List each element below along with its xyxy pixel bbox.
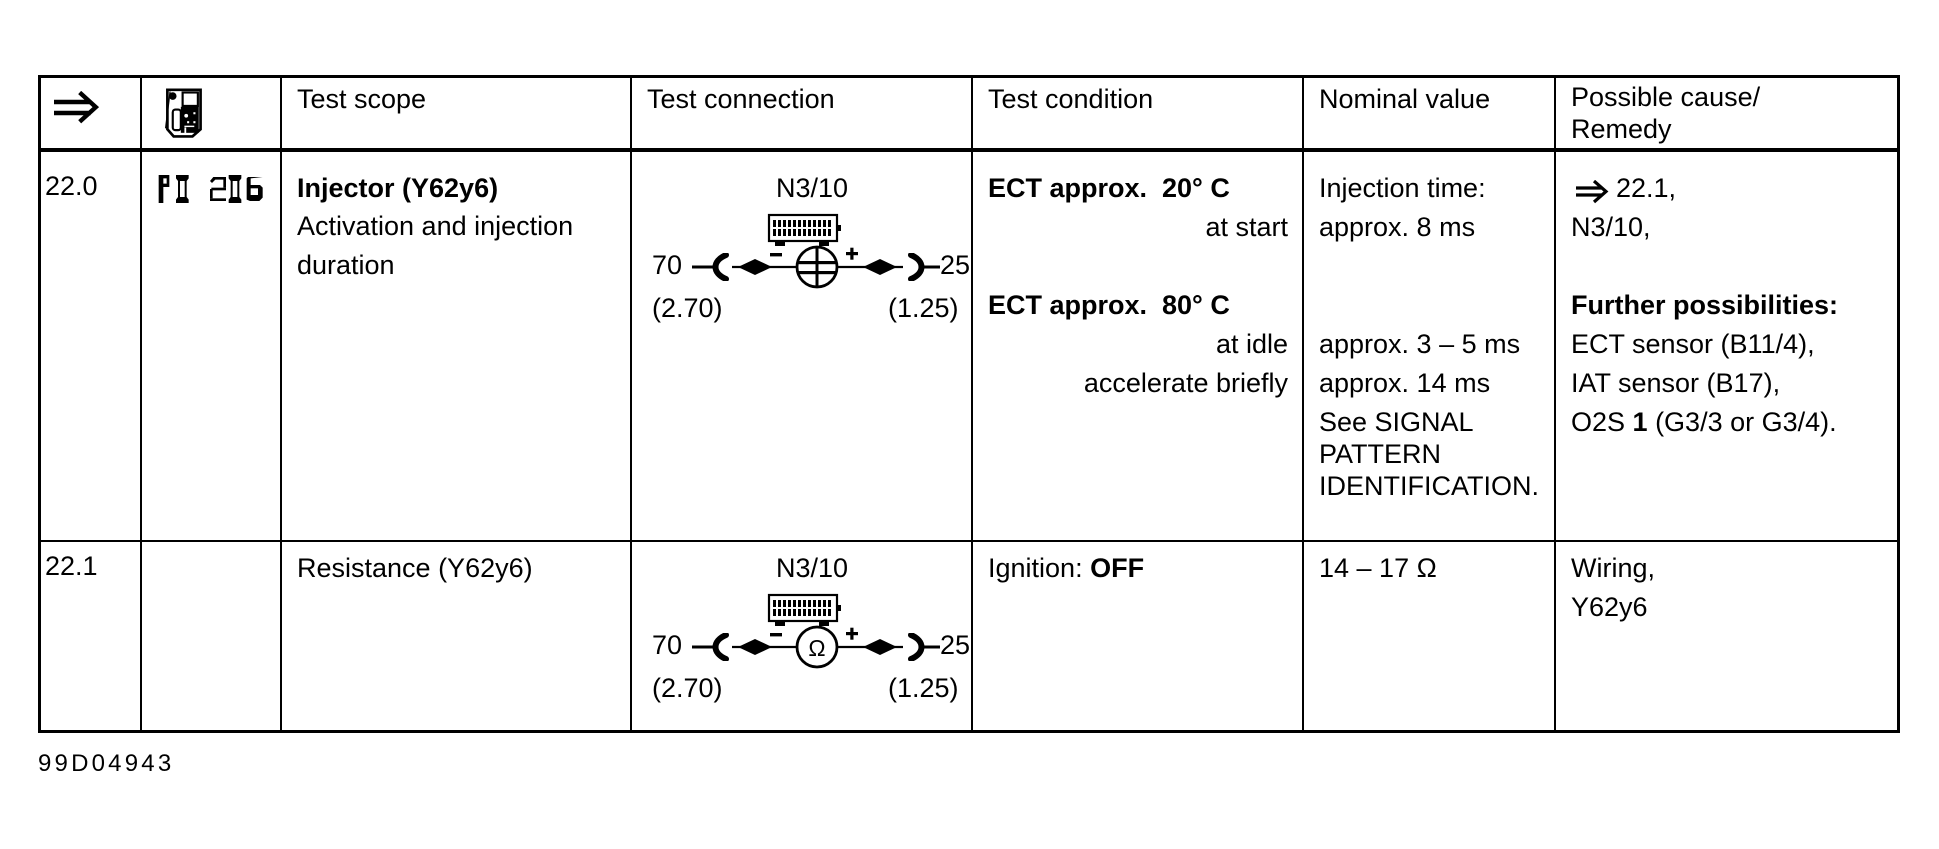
svg-text:Ω: Ω <box>808 635 825 661</box>
